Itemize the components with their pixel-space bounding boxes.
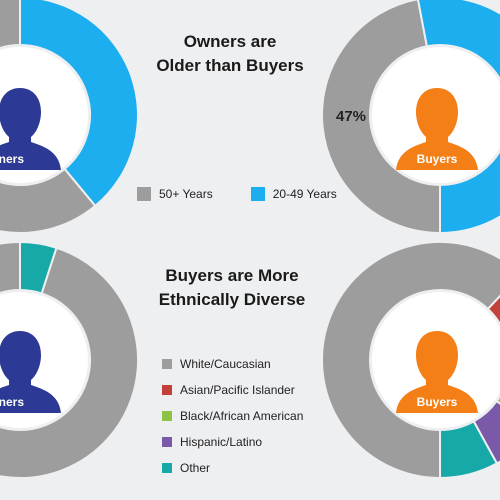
legend-swatch: [137, 187, 151, 201]
person-icon: [0, 331, 61, 413]
person-icon: [396, 88, 478, 170]
legend-label: Black/African American: [180, 409, 304, 423]
buyers-label-bottom: Buyers: [416, 395, 458, 409]
buyers-ethnicity-slice-other: [439, 419, 499, 480]
age-title-line2: Older than Buyers: [156, 56, 304, 75]
buyers-age-data-label: 47%: [336, 108, 367, 125]
owners-label-top: Owners: [0, 152, 24, 166]
legend-label: Hispanic/Latino: [180, 435, 263, 449]
legend-swatch: [162, 385, 172, 395]
legend-swatch: [250, 187, 265, 201]
buyers-avatar-bottom: [396, 331, 478, 413]
buyers-age-slice-20-49-years: [417, 0, 500, 235]
owners-ethnicity-slice-other: [19, 240, 58, 295]
legend-swatch: [162, 359, 172, 369]
person-icon: [0, 88, 61, 170]
legend-label: 50+ Years: [159, 187, 213, 201]
owners-label-bottom: Owners: [0, 395, 24, 409]
eth-legend-item: Black/African American: [162, 403, 303, 429]
eth-legend-item: Asian/Pacific Islander: [162, 377, 303, 403]
ethnicity-title: Buyers are More Ethnically Diverse: [122, 264, 342, 312]
owners-age-slice-50-years: [0, 0, 97, 234]
age-title: Owners are Older than Buyers: [120, 30, 340, 78]
donut-charts: [0, 0, 500, 480]
eth-title-line2: Ethnically Diverse: [158, 290, 306, 309]
owners-avatar-bottom: [0, 331, 61, 413]
legend-label: Other: [180, 461, 211, 475]
owners-ethnicity-slice-white-caucasian: [0, 240, 139, 479]
legend-swatch: [162, 463, 172, 473]
legend-label: Asian/Pacific Islander: [180, 383, 295, 397]
eth-legend-item: White/Caucasian: [162, 351, 303, 377]
ethnicity-legend: White/Caucasian Asian/Pacific Islander B…: [162, 351, 303, 481]
buyers-avatar-top: [396, 88, 478, 170]
age-legend-item: 50+ Years: [137, 181, 213, 207]
owners-age-slice-20-49-years: [19, 0, 139, 208]
eth-legend-item: Other: [162, 455, 303, 481]
age-legend-item: 20-49 Years: [250, 181, 337, 207]
buyers-ethnicity-slice-white-caucasian: [321, 241, 500, 480]
legend-swatch: [162, 437, 172, 447]
avatars: [0, 88, 478, 413]
buyers-label-top: Buyers: [416, 152, 458, 166]
age-legend: 50+ Years 20-49 Years: [137, 181, 337, 207]
age-title-line1: Owners are: [183, 32, 277, 51]
owners-avatar-top: [0, 88, 61, 170]
legend-label: 20-49 Years: [272, 187, 337, 201]
person-icon: [396, 331, 478, 413]
buyers-age-slice-50-years: [321, 0, 441, 235]
legend-label: White/Caucasian: [180, 357, 271, 371]
eth-title-line1: Buyers are More: [165, 266, 299, 285]
eth-legend-item: Hispanic/Latino: [162, 429, 303, 455]
legend-swatch: [162, 411, 172, 421]
